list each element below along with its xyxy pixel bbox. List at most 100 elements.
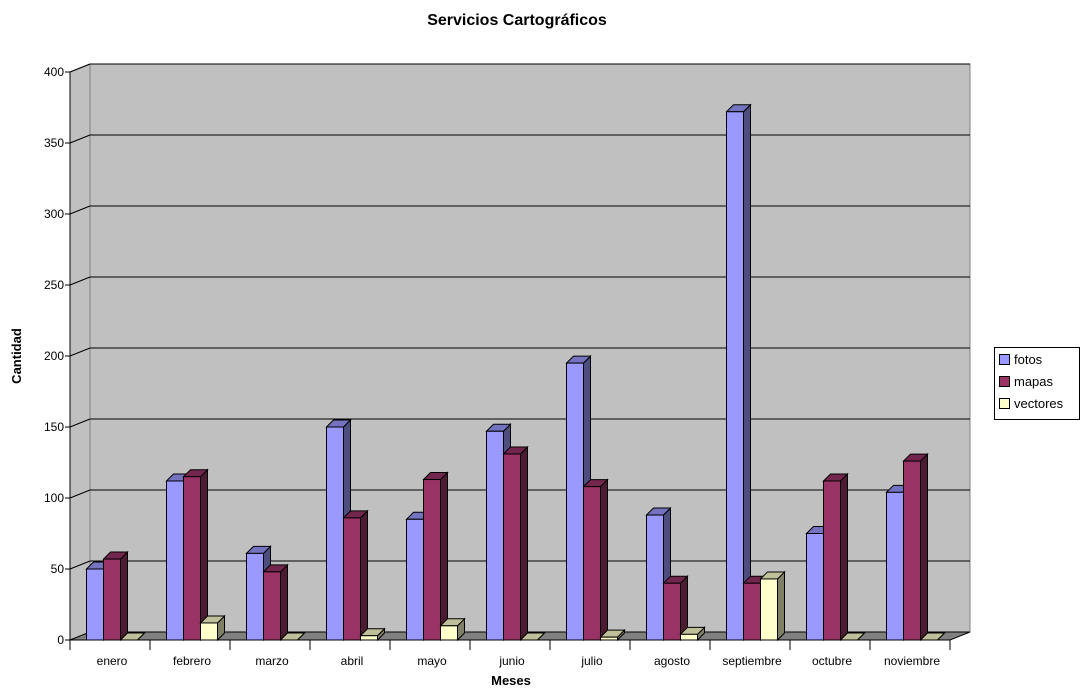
x-tick-label: mayo — [417, 654, 447, 668]
y-tick-label: 350 — [44, 136, 64, 150]
bar-front — [406, 518, 424, 641]
x-tick-label: julio — [580, 654, 603, 668]
bar-vectores-mayo — [439, 617, 466, 642]
bar-vectores-julio — [599, 628, 626, 642]
bar-front — [486, 430, 504, 641]
bar-front — [726, 111, 744, 641]
x-tick-label: septiembre — [722, 654, 782, 668]
bar-front — [503, 453, 521, 641]
bar-front — [583, 486, 601, 641]
bar-side — [520, 445, 528, 642]
bar-side — [920, 452, 928, 642]
gridline-side — [69, 276, 91, 286]
bar-front — [440, 625, 458, 641]
bar-front — [343, 517, 361, 641]
legend-label: mapas — [1014, 373, 1054, 389]
bar-side — [600, 478, 608, 642]
y-axis-label: Cantidad — [9, 328, 24, 384]
y-tick-label: 300 — [44, 207, 64, 221]
y-tick-label: 150 — [44, 420, 64, 434]
legend-swatch — [999, 397, 1010, 409]
bar-side — [360, 509, 368, 642]
bar-front — [743, 582, 761, 641]
bar-front — [183, 476, 201, 641]
y-tick-label: 400 — [44, 65, 64, 79]
bar-side — [120, 550, 128, 642]
bar-front — [166, 480, 184, 641]
bar-mapas-mayo — [422, 471, 449, 642]
bar-mapas-julio — [582, 478, 609, 642]
bar-mapas-abril — [342, 509, 369, 642]
bar-side — [743, 103, 751, 642]
x-tick-label: marzo — [255, 654, 289, 668]
bar-front — [200, 622, 218, 641]
bar-front — [566, 362, 584, 641]
bar-side — [840, 472, 848, 642]
gridline-side — [69, 418, 91, 428]
bar-side — [440, 471, 448, 642]
legend-item-vectores: vectores — [995, 392, 1079, 414]
legend-item-mapas: mapas — [995, 370, 1079, 392]
x-tick-label: noviembre — [884, 654, 940, 668]
gridline-side — [69, 63, 91, 73]
bar-front — [760, 578, 778, 641]
x-tick-label: octubre — [812, 654, 852, 668]
plot-area: 0 50 100 150 200 250 300 350 400 enero febrero marz… — [44, 63, 971, 668]
chart-title: Servicios Cartográficos — [427, 12, 607, 29]
legend-item-fotos: fotos — [995, 348, 1079, 370]
bar-mapas-noviembre — [902, 452, 929, 642]
bar-side — [200, 468, 208, 642]
legend-label: vectores — [1014, 395, 1064, 411]
y-tick-label: 0 — [57, 633, 64, 647]
gridline-side — [69, 560, 91, 570]
gridline-side — [69, 347, 91, 357]
bar-front — [326, 426, 344, 641]
x-tick-label: febrero — [173, 654, 211, 668]
x-axis-label: Meses — [491, 673, 531, 688]
y-tick-label: 100 — [44, 491, 64, 505]
bar-mapas-junio — [502, 445, 529, 642]
bar-front — [903, 460, 921, 641]
bar-front — [103, 558, 121, 641]
bar-front — [360, 635, 378, 641]
gridline-side — [69, 489, 91, 499]
bar-mapas-octubre — [822, 472, 849, 642]
bar-front — [246, 552, 264, 641]
bar-mapas-enero — [102, 550, 129, 642]
bar-fotos-septiembre — [725, 103, 752, 642]
gridline-side — [69, 134, 91, 144]
bar-front — [263, 571, 281, 641]
bar-vectores-septiembre — [759, 570, 786, 642]
bar-vectores-agosto — [679, 626, 706, 642]
bar-mapas-agosto — [662, 574, 689, 642]
legend-label: fotos — [1014, 351, 1043, 367]
x-tick-label: abril — [341, 654, 364, 668]
y-tick-label: 250 — [44, 278, 64, 292]
bar-side — [777, 570, 785, 642]
bar-front — [886, 491, 904, 641]
x-tick-label: agosto — [654, 654, 690, 668]
bar-vectores-febrero — [199, 614, 226, 642]
bar-front — [663, 582, 681, 641]
y-tick-label: 50 — [51, 562, 65, 576]
chart-legend: fotos mapas vectores — [994, 347, 1080, 420]
gridline-side — [69, 205, 91, 215]
bar-vectores-abril — [359, 627, 386, 642]
bar-front — [823, 480, 841, 641]
x-tick-label: enero — [97, 654, 128, 668]
x-tick-label: junio — [498, 654, 525, 668]
bar-front — [806, 533, 824, 641]
bar-front — [86, 568, 104, 641]
bar-front — [423, 479, 441, 641]
legend-swatch — [999, 375, 1010, 387]
bar-vectores-enero — [119, 632, 146, 641]
bar-mapas-marzo — [262, 563, 289, 642]
bar-mapas-febrero — [182, 468, 209, 642]
bar-front — [680, 633, 698, 641]
legend-swatch — [999, 353, 1010, 365]
y-tick-label: 200 — [44, 349, 64, 363]
bar-side — [280, 563, 288, 642]
bar-front — [646, 514, 664, 641]
